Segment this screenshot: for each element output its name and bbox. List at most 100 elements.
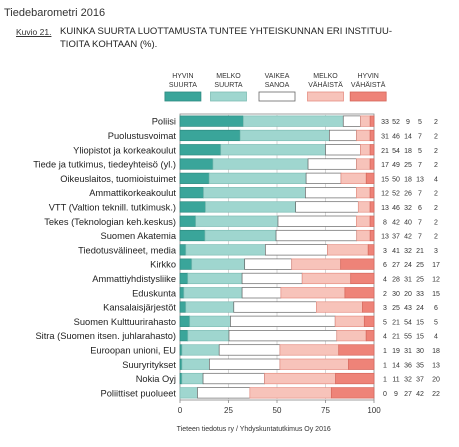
bar-segment (369, 201, 375, 213)
bar-segment (179, 187, 204, 199)
bar-segment (189, 315, 231, 327)
value-label: 33 (381, 119, 389, 126)
value-label: 31 (381, 133, 389, 140)
legend-label-line2: SANOA (265, 82, 290, 89)
bar-segment (329, 129, 357, 142)
value-label: 42 (404, 234, 412, 241)
bar-segment (205, 201, 296, 213)
value-label: 31 (404, 276, 412, 283)
bar-segment (179, 244, 187, 256)
value-label: 11 (392, 377, 399, 384)
bar-segment (181, 358, 210, 370)
value-label: 32 (404, 205, 412, 212)
value-label: 28 (392, 276, 400, 283)
value-label: 54 (392, 148, 400, 155)
bar-segment (279, 358, 349, 370)
bar-segment (179, 272, 189, 285)
category-label: Ammattiyhdistysliike (92, 274, 176, 284)
bar-segment (185, 244, 266, 256)
x-tick-label: 100 (367, 406, 381, 415)
bar-segment (179, 258, 193, 270)
bar-segment (363, 315, 375, 327)
value-label: 6 (383, 262, 387, 269)
bar-segment (360, 144, 371, 156)
value-label: 30 (416, 348, 424, 355)
value-label: 2 (434, 219, 438, 226)
legend-label-line1: MELKO (216, 73, 241, 80)
bar-segment (195, 215, 279, 227)
value-label: 4 (383, 276, 387, 283)
bar-segment (179, 387, 198, 399)
value-label: 27 (404, 391, 412, 398)
legend-label-line2: VÄHÄISTÄ (351, 81, 386, 89)
value-label: 36 (404, 362, 412, 369)
bar-segment (356, 158, 371, 170)
value-label: 52 (392, 191, 400, 198)
value-label: 7 (418, 133, 422, 140)
category-label: Suuryritykset (122, 360, 176, 370)
value-label: 18 (432, 348, 440, 355)
value-label: 7 (418, 162, 422, 169)
legend-label-line2: VÄHÄISTÄ (308, 81, 343, 89)
bar-segment (179, 115, 244, 127)
bar-segment (233, 301, 317, 313)
bar-segment (187, 272, 243, 285)
value-label: 5 (418, 148, 422, 155)
value-label: 42 (392, 219, 400, 226)
bar-segment (208, 172, 307, 184)
bar-segment (348, 358, 375, 370)
value-label: 18 (404, 176, 412, 183)
bar-segment (365, 330, 375, 342)
category-label: VTT (Valtion teknill. tutkimusk.) (49, 202, 176, 212)
bar-segment (305, 172, 342, 184)
value-label: 21 (392, 334, 400, 341)
value-label: 24 (404, 262, 412, 269)
legend-label-line1: MELKO (313, 73, 338, 80)
figure-title-line2: TIOITA KOHTAAN (%). (60, 39, 158, 50)
value-label: 21 (416, 248, 424, 255)
value-label: 13 (381, 234, 389, 241)
category-label: Nokia Oyj (136, 374, 176, 384)
bar-segment (340, 172, 367, 184)
category-label: Poliisi (152, 117, 176, 127)
value-label: 50 (392, 176, 400, 183)
bar-segment (369, 187, 375, 199)
bar-segment (356, 229, 371, 242)
value-label: 54 (404, 319, 412, 326)
category-label: Tiede ja tutkimus, tiedeyhteisö (yl.) (33, 160, 176, 170)
x-tick-label: 50 (273, 406, 282, 415)
bar-segment (249, 387, 332, 399)
bar-segment (179, 301, 187, 313)
value-label: 1 (383, 377, 387, 384)
value-label: 12 (432, 276, 440, 283)
value-label: 30 (392, 291, 400, 298)
value-label: 9 (394, 391, 398, 398)
category-label: Tiedotusvälineet, media (78, 245, 177, 255)
legend-label-line2: SUURTA (214, 82, 242, 89)
value-label: 22 (432, 391, 440, 398)
bar-segment (218, 344, 281, 356)
bar-segment (367, 244, 375, 256)
legend-swatch (210, 91, 247, 102)
bar-segment (202, 372, 265, 385)
bar-segment (179, 172, 210, 184)
category-label: Kirkko (150, 260, 176, 270)
bar-segment (301, 272, 352, 285)
value-label: 14 (392, 362, 400, 369)
value-label: 2 (434, 205, 438, 212)
bar-segment (187, 330, 230, 342)
figure-label: Kuvio 21. (16, 27, 52, 37)
value-label: 14 (404, 133, 412, 140)
value-label: 55 (404, 334, 412, 341)
category-label: Puolustusvoimat (108, 131, 177, 141)
bar-segment (179, 129, 241, 142)
value-label: 2 (434, 162, 438, 169)
value-label: 1 (383, 348, 387, 355)
category-label: Poliittiset puolueet (101, 388, 177, 398)
bar-segment (212, 158, 309, 170)
value-label: 20 (432, 377, 440, 384)
value-label: 41 (392, 248, 400, 255)
value-label: 32 (404, 377, 412, 384)
bar-segment (275, 229, 358, 242)
